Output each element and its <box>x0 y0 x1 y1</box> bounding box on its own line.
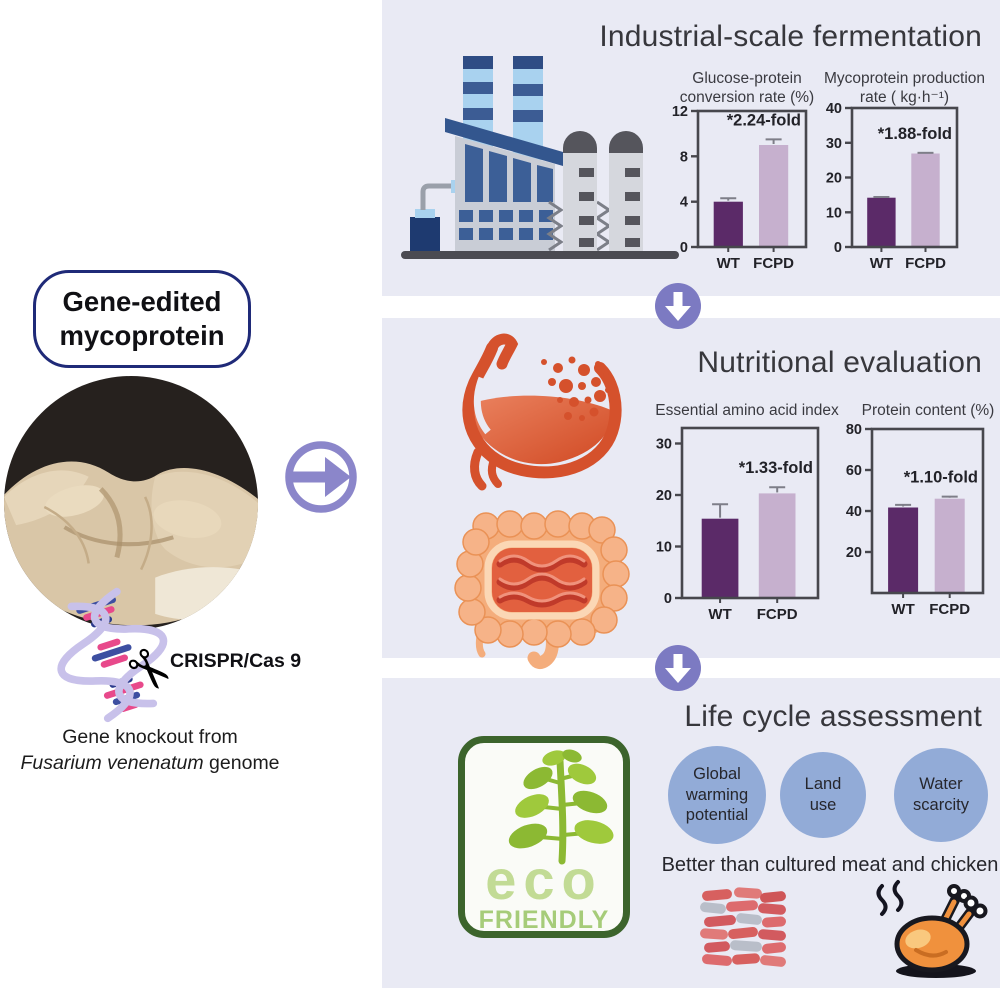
panel-lca-title: Life cycle assessment <box>684 700 982 733</box>
svg-text:WT: WT <box>717 255 740 272</box>
svg-text:60: 60 <box>846 463 862 479</box>
panel-nutrition-title: Nutritional evaluation <box>697 346 982 379</box>
bar-chart-glucose-conversion: WT FCPD 0 4 8 12 *2.24-fold <box>672 104 808 272</box>
svg-text:WT: WT <box>891 601 914 618</box>
chart-title-production: Mycoprotein production rate ( kg·h⁻¹) <box>823 70 986 106</box>
svg-text:40: 40 <box>826 101 842 117</box>
better-than-text: Better than cultured meat and chicken <box>661 854 999 876</box>
svg-text:*2.24-fold: *2.24-fold <box>727 111 801 129</box>
svg-text:WT: WT <box>870 255 893 272</box>
panel-fermentation-title: Industrial-scale fermentation <box>599 20 982 53</box>
eco-friendly-logo: eco FRIENDLY <box>458 736 630 938</box>
svg-text:FCPD: FCPD <box>905 255 946 272</box>
stomach-icon <box>462 333 622 491</box>
svg-text:80: 80 <box>846 422 862 438</box>
caption-tail: genome <box>203 752 280 775</box>
svg-text:20: 20 <box>826 171 842 187</box>
svg-text:*1.10-fold: *1.10-fold <box>904 469 978 487</box>
mycoprotein-photo <box>4 376 258 630</box>
svg-text:WT: WT <box>708 606 731 623</box>
intestine-icon <box>454 510 630 670</box>
roast-chicken-icon <box>876 880 988 978</box>
steam-icon <box>876 880 904 916</box>
bar-chart-protein-content: WT FCPD 20 40 60 80 *1.10-fold <box>846 422 985 618</box>
lca-circle-land-use: Land use <box>780 752 866 838</box>
lca-circle-global-warming: Global warming potential <box>668 746 766 844</box>
svg-text:8: 8 <box>680 149 688 165</box>
gene-knockout-caption: Gene knockout from Fusarium venenatum ge… <box>0 724 300 777</box>
svg-text:12: 12 <box>672 104 688 120</box>
dna-icon <box>57 587 168 723</box>
svg-text:FCPD: FCPD <box>757 606 798 623</box>
badge-line2: mycoprotein <box>59 320 225 351</box>
svg-text:10: 10 <box>656 540 672 556</box>
stomach-bubbles <box>541 356 611 421</box>
species-name: Fusarium venenatum <box>20 752 204 775</box>
cultured-meat-icon <box>700 887 786 967</box>
eco-word: eco <box>485 848 603 911</box>
crispr-label: CRISPR/Cas 9 <box>170 650 302 672</box>
svg-text:30: 30 <box>826 136 842 152</box>
svg-text:40: 40 <box>846 504 862 520</box>
gene-edited-badge: Gene-edited mycoprotein <box>33 270 251 368</box>
svg-text:20: 20 <box>656 488 672 504</box>
svg-text:*1.33-fold: *1.33-fold <box>739 459 813 477</box>
bar-chart-mycoprotein-rate: WT FCPD 0 10 20 30 40 *1.88-fold <box>826 101 959 272</box>
svg-text:20: 20 <box>846 545 862 561</box>
friendly-word: FRIENDLY <box>478 905 610 934</box>
svg-text:FCPD: FCPD <box>753 255 794 272</box>
chart-title-protein: Protein content (%) <box>861 402 995 419</box>
caption-line2: Fusarium venenatum genome <box>0 750 300 776</box>
factory-icon <box>401 56 679 259</box>
arrow-down-icon <box>655 645 701 691</box>
badge-line1: Gene-edited <box>62 285 222 317</box>
svg-text:*1.88-fold: *1.88-fold <box>878 125 952 143</box>
svg-text:30: 30 <box>656 437 672 453</box>
chart-title-glucose: Glucose-protein conversion rate (%) <box>679 70 815 106</box>
bar-chart-amino-acid: WT FCPD 0 10 20 30 *1.33-fold <box>656 426 820 623</box>
arrow-down-icon <box>655 283 701 329</box>
svg-text:10: 10 <box>826 205 842 221</box>
svg-text:FCPD: FCPD <box>929 601 970 618</box>
caption-line1: Gene knockout from <box>62 726 238 748</box>
svg-text:0: 0 <box>834 240 842 256</box>
chart-title-amino: Essential amino acid index <box>655 402 839 419</box>
svg-text:0: 0 <box>664 591 672 607</box>
svg-text:4: 4 <box>680 195 688 211</box>
lca-circle-water-scarcity: Water scarcity <box>894 748 988 842</box>
svg-text:0: 0 <box>680 240 688 256</box>
arrow-right-icon <box>285 441 357 513</box>
plant-icon <box>508 749 614 865</box>
